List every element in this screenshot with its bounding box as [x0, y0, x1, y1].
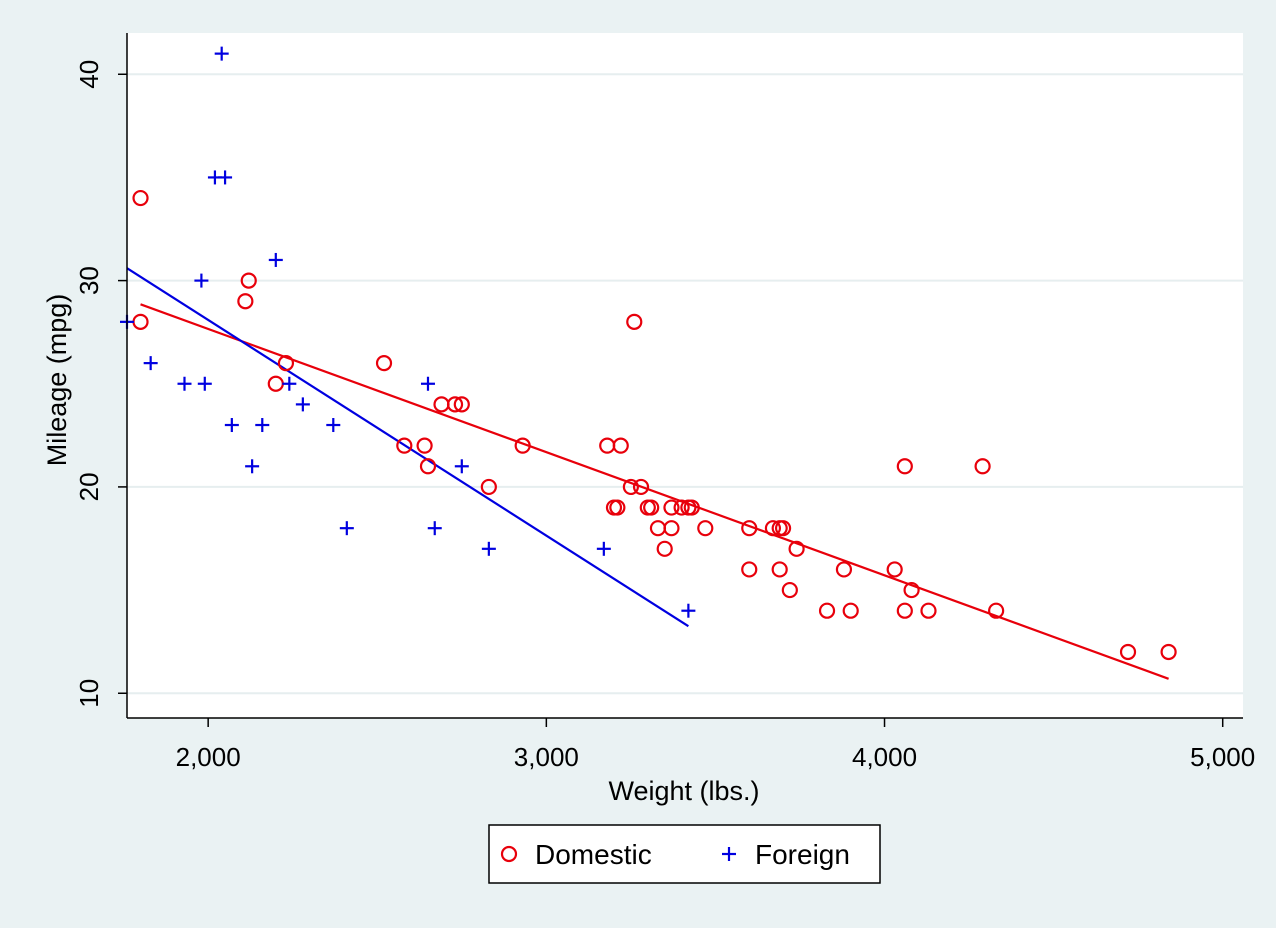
- point-domestic: [375, 355, 393, 372]
- point-domestic: [237, 293, 254, 310]
- point-domestic: [419, 458, 437, 475]
- x-axis-title: Weight (lbs.): [608, 776, 759, 806]
- point-domestic: [612, 437, 629, 454]
- x-tick-label: 3,000: [514, 742, 579, 772]
- x-tick-label: 4,000: [852, 742, 917, 772]
- point-domestic: [886, 561, 903, 578]
- x-axis-ticks: 2,000 3,000 4,000 5,000: [176, 718, 1255, 772]
- x-tick-label: 2,000: [176, 742, 241, 772]
- point-foreign: [681, 603, 696, 618]
- data-points: [120, 46, 1177, 661]
- point-domestic: [643, 499, 660, 516]
- y-tick-label: 40: [74, 60, 104, 89]
- point-foreign: [454, 459, 469, 474]
- point-domestic: [656, 540, 673, 557]
- point-domestic: [741, 520, 758, 537]
- point-foreign: [339, 521, 354, 536]
- legend: Domestic Foreign: [488, 824, 881, 884]
- y-axis-title: Mileage (mpg): [42, 294, 72, 467]
- x-tick-label: 5,000: [1190, 742, 1255, 772]
- grid-lines: [127, 73, 1243, 695]
- point-domestic: [416, 437, 433, 454]
- plot-area: [127, 33, 1243, 718]
- point-domestic: [446, 396, 464, 413]
- point-domestic: [663, 520, 680, 537]
- point-foreign: [295, 397, 310, 412]
- point-domestic: [240, 272, 257, 289]
- legend-label-foreign: Foreign: [755, 839, 850, 870]
- point-foreign: [596, 541, 611, 556]
- point-domestic: [896, 458, 913, 475]
- point-domestic: [514, 437, 531, 454]
- point-domestic: [673, 499, 690, 516]
- point-domestic: [788, 540, 805, 557]
- y-tick-label: 20: [74, 472, 104, 501]
- y-axis-ticks: 10 20 30 40: [74, 60, 127, 708]
- point-domestic: [683, 499, 700, 516]
- point-foreign: [282, 376, 297, 391]
- point-domestic: [277, 355, 295, 372]
- point-foreign: [326, 418, 341, 433]
- point-domestic: [764, 520, 782, 537]
- point-domestic: [974, 458, 991, 475]
- y-tick-label: 10: [74, 679, 104, 708]
- point-domestic: [741, 561, 758, 578]
- y-tick-label: 30: [74, 266, 104, 295]
- fit-line-domestic: [140, 303, 1169, 680]
- point-domestic: [771, 561, 788, 578]
- legend-marker-domestic: [500, 845, 518, 863]
- point-foreign: [224, 418, 239, 433]
- point-domestic: [818, 602, 836, 619]
- point-domestic: [781, 581, 798, 599]
- point-domestic: [697, 520, 714, 537]
- point-foreign: [255, 418, 270, 433]
- point-domestic: [626, 313, 643, 330]
- point-foreign: [197, 376, 212, 391]
- point-foreign: [194, 273, 209, 288]
- point-foreign: [214, 46, 229, 61]
- point-domestic: [663, 499, 680, 516]
- point-domestic: [132, 189, 149, 207]
- point-domestic: [903, 581, 920, 599]
- point-domestic: [774, 520, 792, 537]
- point-domestic: [835, 561, 853, 578]
- point-domestic: [396, 437, 413, 454]
- point-domestic: [842, 602, 859, 619]
- point-domestic: [622, 478, 639, 496]
- legend-marker-foreign: [722, 847, 736, 861]
- point-foreign: [218, 170, 233, 185]
- point-domestic: [632, 478, 650, 496]
- point-domestic: [920, 602, 937, 619]
- point-domestic: [1160, 643, 1177, 661]
- point-domestic: [609, 499, 626, 516]
- legend-box: [488, 824, 881, 884]
- point-foreign: [177, 376, 192, 391]
- point-domestic: [453, 396, 470, 413]
- point-domestic: [896, 602, 913, 619]
- point-foreign: [143, 356, 158, 371]
- legend-label-domestic: Domestic: [535, 839, 652, 870]
- point-foreign: [245, 459, 260, 474]
- point-domestic: [480, 478, 497, 496]
- point-foreign: [427, 521, 442, 536]
- fit-lines: [126, 267, 1169, 680]
- point-foreign: [420, 376, 435, 391]
- point-domestic: [1119, 643, 1137, 661]
- fit-line-foreign: [126, 267, 689, 628]
- point-foreign: [481, 541, 496, 556]
- point-domestic: [988, 602, 1005, 619]
- point-foreign: [268, 252, 283, 267]
